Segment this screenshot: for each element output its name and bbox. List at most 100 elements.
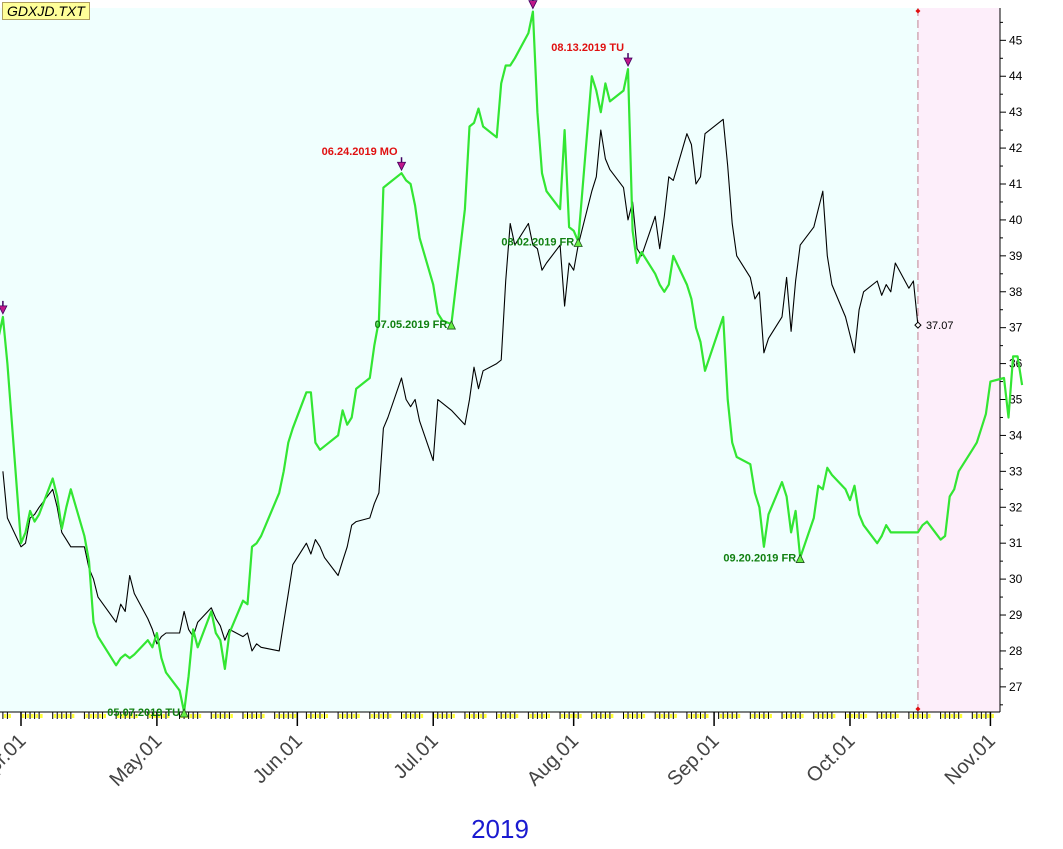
x-day-tick-fill	[243, 714, 247, 718]
x-day-tick-fill	[751, 714, 754, 718]
x-day-tick-fill	[375, 714, 378, 718]
x-day-tick-fill	[379, 714, 383, 718]
x-day-tick-fill	[99, 714, 102, 718]
x-day-tick-fill	[660, 714, 664, 718]
y-tick-label: 44	[1009, 69, 1023, 83]
x-day-tick-fill	[411, 714, 415, 718]
x-day-tick-fill	[928, 714, 931, 718]
x-day-tick-fill	[570, 714, 573, 718]
x-day-tick-fill	[796, 714, 800, 718]
x-tick-label: Sep.01	[663, 730, 723, 790]
peak-marker	[528, 0, 538, 10]
x-day-tick-fill	[130, 714, 134, 718]
x-day-tick-fill	[230, 714, 233, 718]
y-tick-label: 30	[1009, 572, 1023, 586]
x-day-tick-fill	[352, 714, 356, 718]
x-day-tick-fill	[307, 714, 310, 718]
x-day-tick-fill	[764, 714, 768, 718]
x-day-tick-fill	[882, 714, 886, 718]
x-day-tick-fill	[148, 714, 152, 718]
y-tick-label: 28	[1009, 644, 1023, 658]
x-day-tick-fill	[253, 714, 256, 718]
trough-marker	[179, 708, 189, 718]
x-day-tick-fill	[434, 714, 437, 718]
x-day-tick-fill	[760, 714, 763, 718]
y-tick-label: 45	[1009, 33, 1023, 47]
x-day-tick-fill	[950, 714, 954, 718]
x-tick-label: Apr.01	[0, 730, 31, 786]
x-day-tick-fill	[157, 714, 161, 718]
peak-label: 08.13.2019 TU	[551, 42, 624, 54]
x-day-tick-fill	[973, 714, 976, 718]
x-day-tick-fill	[692, 714, 695, 718]
x-day-tick-fill	[26, 714, 30, 718]
x-day-tick-fill	[801, 714, 804, 718]
x-day-tick-fill	[538, 714, 541, 718]
x-day-tick-fill	[135, 714, 138, 718]
x-day-tick-fill	[914, 714, 917, 718]
x-day-tick-fill	[955, 714, 958, 718]
x-day-tick-fill	[407, 714, 410, 718]
x-day-tick-fill	[674, 714, 677, 718]
x-day-tick-fill	[982, 714, 985, 718]
x-day-tick-fill	[533, 714, 537, 718]
x-day-tick-fill	[724, 714, 727, 718]
x-day-tick-fill	[624, 714, 627, 718]
x-day-tick-fill	[846, 714, 849, 718]
x-day-tick-fill	[769, 714, 772, 718]
x-day-tick-fill	[855, 714, 859, 718]
x-day-tick-fill	[85, 714, 88, 718]
y-tick-label: 41	[1009, 177, 1023, 191]
y-tick-label: 31	[1009, 536, 1023, 550]
x-day-tick-fill	[696, 714, 700, 718]
trough-label: 05.07.2019 TU	[107, 707, 180, 719]
x-tick-label: Jul.01	[389, 730, 442, 783]
x-day-tick-fill	[991, 714, 994, 718]
x-day-tick-fill	[986, 714, 990, 718]
x-day-tick-fill	[388, 714, 392, 718]
x-day-tick-fill	[162, 714, 165, 718]
x-day-tick-fill	[8, 714, 11, 718]
x-day-tick-fill	[62, 714, 66, 718]
x-day-tick-fill	[860, 714, 863, 718]
trough-marker	[573, 237, 583, 247]
x-day-tick-fill	[542, 714, 546, 718]
x-day-tick-fill	[71, 714, 75, 718]
trough-marker	[446, 320, 456, 330]
x-day-tick-fill	[94, 714, 97, 718]
x-day-tick-fill	[216, 714, 220, 718]
x-day-tick-fill	[941, 714, 945, 718]
x-day-tick-fill	[320, 714, 324, 718]
x-day-tick-fill	[3, 714, 7, 718]
x-tick-label: Nov.01	[941, 730, 1000, 789]
x-day-tick-fill	[35, 714, 39, 718]
x-day-tick-fill	[918, 714, 922, 718]
trough-marker	[795, 553, 805, 563]
x-day-tick-fill	[787, 714, 791, 718]
x-day-tick-fill	[665, 714, 668, 718]
x-day-tick-fill	[447, 714, 451, 718]
trough-label: 07.05.2019 FR	[375, 319, 448, 331]
x-day-tick-fill	[502, 714, 505, 718]
x-day-tick-fill	[58, 714, 61, 718]
x-day-tick-fill	[823, 714, 827, 718]
x-day-tick-fill	[737, 714, 741, 718]
x-day-tick-fill	[629, 714, 632, 718]
peak-marker	[0, 305, 8, 315]
peak-label: 06.24.2019 MO	[322, 146, 398, 158]
x-day-tick-fill	[642, 714, 646, 718]
x-day-tick-fill	[438, 714, 442, 718]
x-day-tick-fill	[574, 714, 578, 718]
x-day-tick-fill	[484, 714, 487, 718]
x-day-tick-fill	[850, 714, 854, 718]
x-day-tick-fill	[923, 714, 926, 718]
x-day-tick-fill	[153, 714, 156, 718]
x-day-tick-fill	[878, 714, 881, 718]
x-day-tick-fill	[103, 714, 107, 718]
plot-background	[0, 8, 918, 712]
y-tick-label: 33	[1009, 464, 1023, 478]
x-day-tick-fill	[719, 714, 723, 718]
x-day-tick-fill	[22, 714, 25, 718]
y-tick-label: 34	[1009, 428, 1023, 442]
y-tick-label: 32	[1009, 500, 1023, 514]
